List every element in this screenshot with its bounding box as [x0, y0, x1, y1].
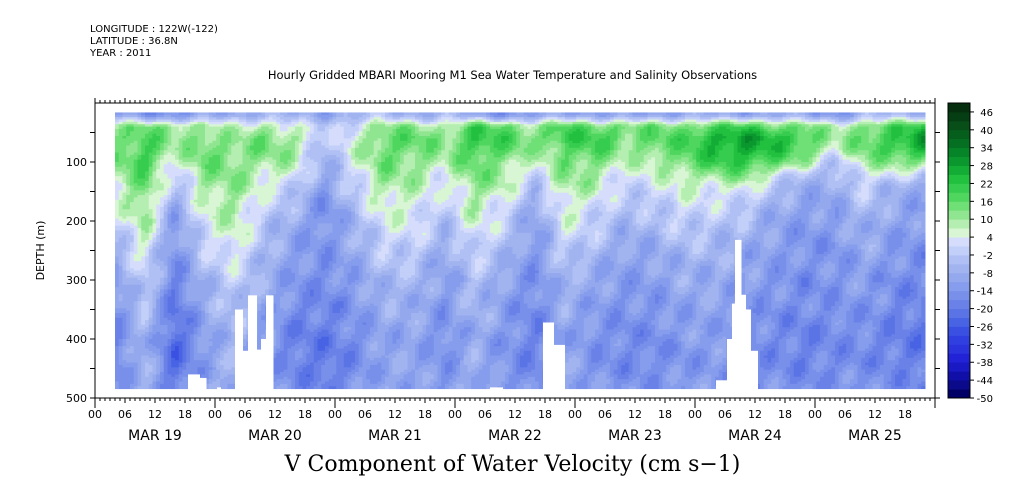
heatmap-cell: [119, 386, 123, 389]
heatmap-cell: [164, 386, 168, 389]
heatmap-cell: [149, 386, 153, 389]
heatmap-cell: [153, 386, 157, 389]
heatmap-cell: [126, 386, 130, 389]
heatmap-cell: [123, 386, 127, 389]
heatmap-cell: [141, 386, 145, 389]
heatmap-chart: 00 06 12 18 00 06 12 18 00 06 12 18 00 06 12 18 00 06 12 18…: [0, 0, 1009, 504]
heatmap-cell: [134, 386, 138, 389]
heatmap-cell: [145, 386, 149, 389]
heatmap-cell: [130, 386, 134, 389]
heatmap-cell: [115, 386, 119, 389]
heatmap-cell: [160, 386, 164, 389]
heatmap-cell: [138, 386, 142, 389]
heatmap-cell: [168, 386, 172, 389]
heatmap-cell: [156, 386, 160, 389]
